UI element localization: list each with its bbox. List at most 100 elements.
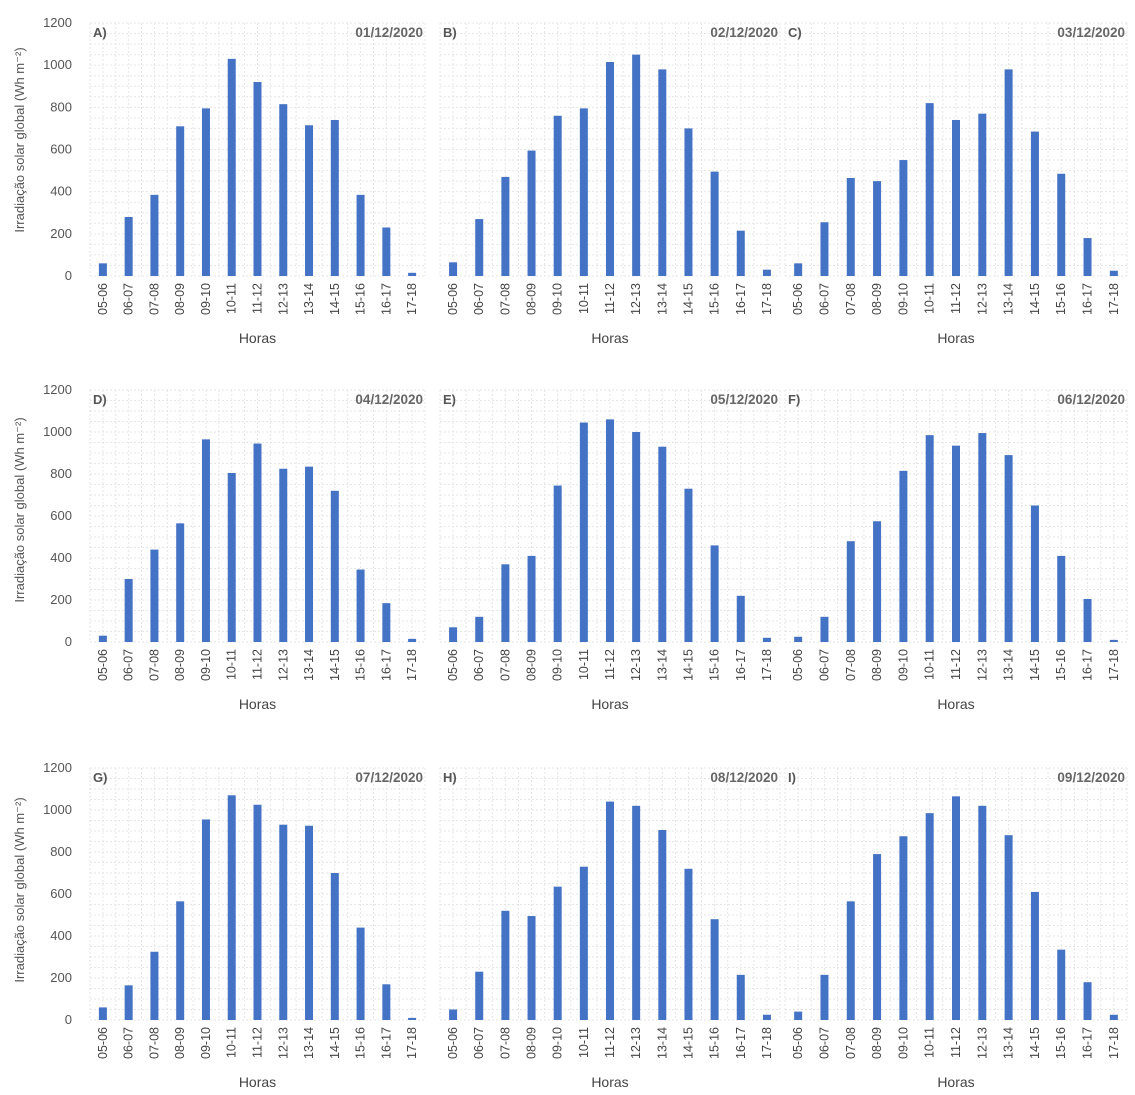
bar-17-18 <box>762 1014 771 1020</box>
y-tick-label: 1000 <box>43 802 72 817</box>
bar-07-08 <box>150 194 159 276</box>
x-tick-label: 06-07 <box>817 649 831 681</box>
panel-date-title: 08/12/2020 <box>710 770 778 785</box>
y-tick-label: 400 <box>50 550 72 565</box>
bar-06-07 <box>124 579 133 642</box>
bar-14-15 <box>1030 505 1039 642</box>
x-tick-label: 09-10 <box>199 649 213 681</box>
x-tick-label: 09-10 <box>199 1027 213 1059</box>
bar-14-15 <box>684 128 693 276</box>
bar-09-10 <box>201 108 210 276</box>
bar-15-16 <box>1057 949 1066 1020</box>
x-tick-label: 13-14 <box>1002 649 1016 681</box>
x-tick-label: 12-13 <box>975 1027 989 1059</box>
x-tick-label: 15-16 <box>1054 283 1068 315</box>
x-tick-label: 15-16 <box>354 1027 368 1059</box>
x-tick-label: 07-08 <box>147 1027 161 1059</box>
x-tick-label: 13-14 <box>302 649 316 681</box>
x-tick-label: 17-18 <box>1107 1027 1121 1059</box>
x-tick-label: 12-13 <box>629 649 643 681</box>
panel-label: D) <box>93 392 107 407</box>
bar-13-14 <box>1004 835 1013 1020</box>
bar-17-18 <box>1109 1014 1118 1020</box>
x-tick-label: 08-09 <box>173 649 187 681</box>
chart-panel-9: 05-06 06-07 07-08 08-09 09-10 10-11 11-12 12-13… <box>784 767 1128 1090</box>
x-tick-label: 10-11 <box>923 649 937 680</box>
x-tick-label: 13-14 <box>1002 283 1016 315</box>
x-tick-label: 10-11 <box>577 1027 591 1058</box>
x-tick-label: 05-06 <box>446 649 460 681</box>
x-tick-label: 14-15 <box>1028 283 1042 315</box>
panel-date-title: 07/12/2020 <box>355 770 423 785</box>
y-tick-label: 1000 <box>43 424 72 439</box>
bar-15-16 <box>710 545 719 642</box>
panel-date-title: 05/12/2020 <box>710 392 778 407</box>
bar-10-11 <box>925 813 934 1020</box>
chart-panel-1: 0 200 400 600 800 1000 1200 05-06 06-07 07-08 08-0… <box>12 15 426 346</box>
x-tick-label: 14-15 <box>681 1027 695 1059</box>
bar-05-06 <box>794 263 803 276</box>
bar-13-14 <box>1004 455 1013 642</box>
x-tick-label: 11-12 <box>251 649 265 680</box>
bar-10-11 <box>227 472 236 642</box>
bar-09-10 <box>201 439 210 642</box>
x-tick-label: 09-10 <box>896 1027 910 1059</box>
bar-17-18 <box>762 269 771 276</box>
x-tick-label: 15-16 <box>354 283 368 315</box>
y-tick-label: 600 <box>50 508 72 523</box>
panel-date-title: 01/12/2020 <box>355 25 423 40</box>
x-tick-label: 12-13 <box>975 649 989 681</box>
x-tick-label: 15-16 <box>708 283 722 315</box>
x-tick-label: 06-07 <box>472 283 486 315</box>
bar-07-08 <box>150 549 159 642</box>
x-tick-label: 07-08 <box>498 283 512 315</box>
y-tick-label: 1200 <box>43 382 72 397</box>
x-tick-label: 16-17 <box>734 649 748 681</box>
bar-14-15 <box>330 873 339 1020</box>
x-tick-label: 06-07 <box>817 1027 831 1059</box>
x-tick-label: 17-18 <box>405 1027 419 1059</box>
bar-10-11 <box>227 58 236 276</box>
x-tick-label: 09-10 <box>199 283 213 315</box>
bar-16-17 <box>1083 982 1092 1020</box>
x-tick-label: 17-18 <box>760 1027 774 1059</box>
bar-16-17 <box>736 230 745 276</box>
bar-09-10 <box>899 470 908 642</box>
bar-11-12 <box>952 119 960 276</box>
bar-13-14 <box>305 125 314 276</box>
bar-05-06 <box>98 263 107 276</box>
bar-09-10 <box>553 886 562 1020</box>
panel-label: G) <box>93 770 107 785</box>
bar-13-14 <box>658 446 667 642</box>
x-tick-label: 06-07 <box>122 283 136 315</box>
bar-15-16 <box>356 927 365 1020</box>
bar-06-07 <box>820 974 829 1020</box>
bar-17-18 <box>1109 639 1118 642</box>
y-tick-label: 800 <box>50 466 72 481</box>
y-tick-label: 200 <box>50 226 72 241</box>
bar-17-18 <box>1109 270 1118 276</box>
y-tick-label: 200 <box>50 970 72 985</box>
gridlines <box>784 22 1128 277</box>
bar-06-07 <box>475 971 484 1020</box>
y-tick-label: 600 <box>50 142 72 157</box>
x-tick-label: 12-13 <box>975 283 989 315</box>
chart-panel-3: 05-06 06-07 07-08 08-09 09-10 10-11 11-12 12-13… <box>784 22 1128 346</box>
x-tick-label: 10-11 <box>577 649 591 680</box>
bar-14-15 <box>684 488 693 642</box>
bar-12-13 <box>632 432 641 642</box>
bar-08-09 <box>176 523 185 642</box>
bar-16-17 <box>736 595 745 642</box>
bar-08-09 <box>176 901 185 1020</box>
panel-label: F) <box>788 392 800 407</box>
chart-panel-2: 05-06 06-07 07-08 08-09 09-10 10-11 11-12 12-13… <box>439 22 781 346</box>
bar-13-14 <box>658 829 667 1020</box>
y-tick-label: 0 <box>65 1012 72 1027</box>
y-tick-label: 200 <box>50 592 72 607</box>
bar-07-08 <box>501 176 510 276</box>
x-tick-label: 07-08 <box>844 649 858 681</box>
x-tick-label: 16-17 <box>379 1027 393 1059</box>
bar-06-07 <box>124 985 133 1020</box>
x-tick-label: 13-14 <box>655 649 669 681</box>
